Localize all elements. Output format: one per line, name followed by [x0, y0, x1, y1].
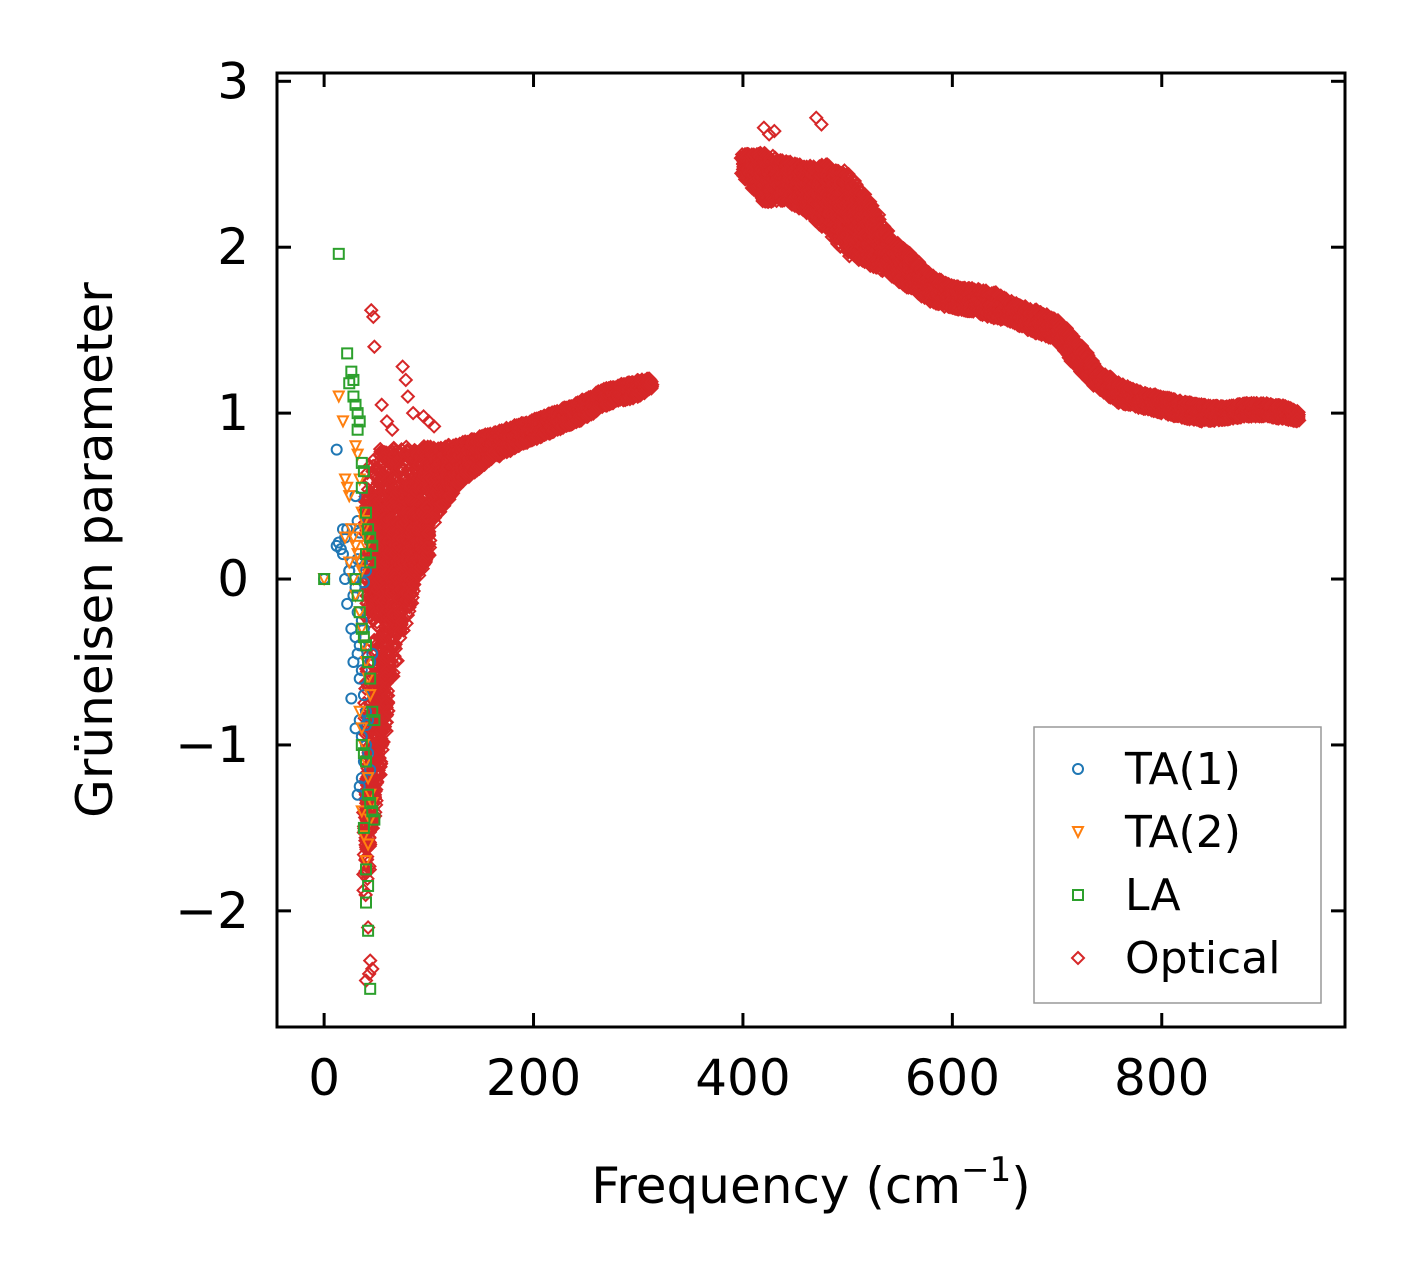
- optical-point: [377, 706, 393, 722]
- optical-point: [366, 632, 382, 648]
- optical-point: [379, 723, 394, 739]
- optical-point: [382, 512, 397, 528]
- optical-point: [404, 580, 420, 596]
- optical-point: [368, 782, 384, 798]
- optical-point: [374, 738, 389, 754]
- plot-area: [317, 110, 1307, 995]
- optical-point: [380, 703, 396, 719]
- optical-point: [399, 615, 414, 631]
- optical-point: [378, 696, 394, 712]
- optical-point: [367, 497, 383, 512]
- optical-point: [378, 715, 394, 730]
- optical-point: [367, 804, 383, 820]
- optical-point: [374, 566, 390, 582]
- optical-point: [406, 576, 422, 592]
- optical-point: [420, 526, 436, 541]
- optical-point: [371, 751, 387, 766]
- optical-point: [380, 648, 395, 664]
- optical-point: [377, 670, 393, 685]
- optical-point: [392, 623, 408, 639]
- optical-point: [406, 583, 422, 599]
- optical-point: [378, 681, 393, 696]
- optical-point: [379, 663, 395, 679]
- optical-point: [380, 472, 396, 487]
- optical-point: [644, 374, 659, 390]
- optical-point: [373, 767, 388, 783]
- optical-point: [380, 688, 396, 704]
- optical-point: [358, 887, 374, 903]
- optical-point: [420, 509, 435, 525]
- optical-point: [419, 540, 435, 556]
- optical-point: [362, 836, 378, 852]
- optical-point: [356, 882, 372, 898]
- series-optical: [355, 110, 1307, 988]
